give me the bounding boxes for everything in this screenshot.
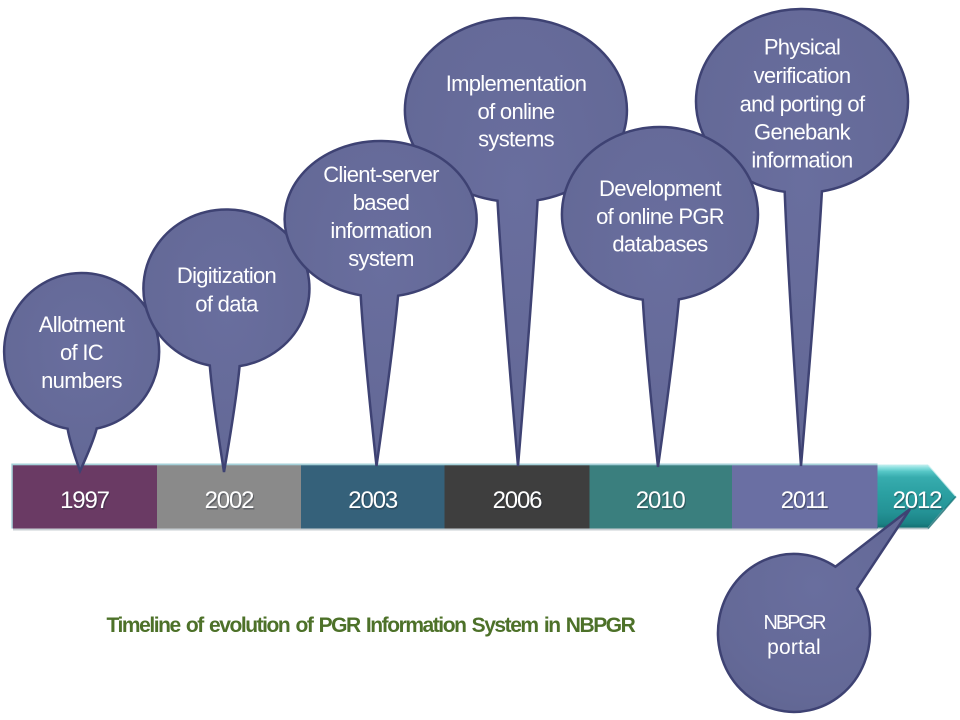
svg-text:Client-server: Client-server: [323, 162, 439, 187]
svg-text:Timeline of evolution of PGR I: Timeline of evolution of PGR Information…: [107, 614, 636, 637]
svg-text:of IC: of IC: [60, 340, 104, 365]
svg-text:of online PGR: of online PGR: [596, 204, 724, 229]
svg-text:2003: 2003: [348, 487, 398, 514]
svg-text:2006: 2006: [494, 488, 544, 515]
svg-text:Physical: Physical: [764, 35, 840, 60]
svg-text:system: system: [348, 246, 413, 271]
svg-text:numbers: numbers: [41, 368, 122, 393]
svg-text:1997: 1997: [60, 487, 110, 514]
svg-text:Allotment: Allotment: [39, 312, 125, 337]
svg-text:databases: databases: [612, 232, 708, 257]
svg-text:2006: 2006: [493, 487, 543, 514]
svg-text:of data: of data: [195, 292, 259, 317]
svg-text:2002: 2002: [205, 487, 255, 514]
svg-text:2012: 2012: [893, 487, 943, 514]
svg-text:based: based: [353, 190, 409, 215]
svg-text:Implementation: Implementation: [446, 71, 587, 96]
svg-text:of online: of online: [478, 99, 555, 124]
svg-text:information: information: [751, 148, 852, 173]
svg-text:2003: 2003: [349, 488, 399, 515]
svg-text:verification: verification: [754, 63, 851, 88]
svg-text:2010: 2010: [636, 487, 686, 514]
svg-text:1997: 1997: [61, 488, 111, 515]
svg-text:information: information: [330, 218, 431, 243]
svg-text:Digitization: Digitization: [177, 263, 276, 288]
svg-text:portal: portal: [767, 636, 821, 659]
svg-text:Genebank: Genebank: [754, 120, 852, 145]
svg-text:and porting of: and porting of: [740, 92, 866, 117]
svg-text:2011: 2011: [782, 488, 830, 515]
svg-text:2010: 2010: [637, 488, 687, 515]
svg-text:2012: 2012: [894, 488, 944, 515]
svg-text:2002: 2002: [206, 488, 256, 515]
svg-text:2011: 2011: [781, 487, 829, 514]
svg-text:Development: Development: [599, 176, 722, 201]
svg-text:systems: systems: [478, 127, 554, 152]
svg-text:NBPGR: NBPGR: [763, 612, 826, 634]
